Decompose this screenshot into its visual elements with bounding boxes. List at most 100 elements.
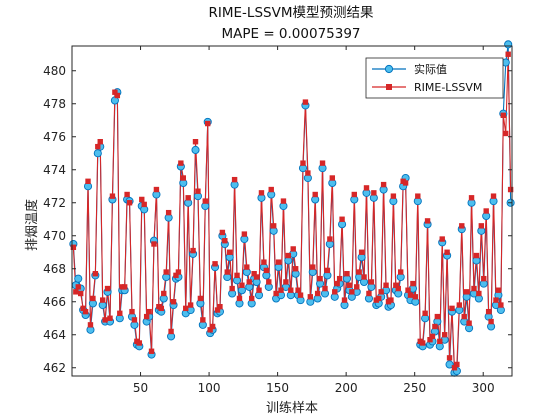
predicted-point <box>493 297 499 303</box>
predicted-point <box>109 193 116 199</box>
predicted-point <box>451 365 458 371</box>
predicted-point <box>498 302 504 308</box>
x-tick-label: 100 <box>198 381 221 395</box>
predicted-point <box>302 99 309 105</box>
predicted-point <box>173 272 179 279</box>
predicted-point <box>99 297 106 303</box>
x-tick-label: 150 <box>266 381 289 395</box>
predicted-point <box>209 323 216 330</box>
predicted-point <box>192 139 199 145</box>
predicted-point <box>200 317 206 323</box>
predicted-point <box>195 188 201 194</box>
predicted-point <box>295 287 301 293</box>
legend: 实际值 RIME-LSSVM <box>365 57 504 99</box>
x-axis-label: 训练样本 <box>266 401 318 416</box>
predicted-point <box>217 304 223 310</box>
predicted-point <box>248 295 255 302</box>
predicted-point <box>95 143 101 150</box>
predicted-point <box>87 322 94 328</box>
y-tick-label: 470 <box>43 229 66 243</box>
predicted-point <box>388 297 394 303</box>
predicted-point <box>80 305 86 312</box>
predicted-point <box>244 264 250 270</box>
predicted-point <box>231 176 238 183</box>
predicted-point <box>234 272 240 279</box>
predicted-point <box>300 160 306 166</box>
predicted-point <box>314 290 321 297</box>
predicted-point <box>322 285 328 292</box>
predicted-point <box>239 282 245 288</box>
predicted-point <box>461 313 467 320</box>
actual-point <box>504 40 513 49</box>
predicted-point <box>456 302 463 308</box>
predicted-point <box>256 287 262 293</box>
predicted-point <box>454 361 460 368</box>
predicted-point <box>212 261 218 267</box>
predicted-point <box>473 252 480 259</box>
predicted-point <box>490 193 497 199</box>
predicted-point <box>441 332 448 338</box>
predicted-point <box>407 292 414 298</box>
predicted-point <box>419 340 426 346</box>
predicted-point <box>336 275 343 282</box>
predicted-point <box>92 271 99 277</box>
predicted-point <box>146 308 152 315</box>
predicted-point <box>183 305 189 312</box>
predicted-point <box>390 193 397 199</box>
predicted-point <box>180 175 186 181</box>
y-tick-label: 472 <box>43 196 66 210</box>
predicted-point <box>317 275 323 282</box>
predicted-point <box>139 196 145 203</box>
predicted-point <box>161 290 167 297</box>
predicted-point <box>481 275 487 282</box>
predicted-point <box>151 241 157 247</box>
predicted-point <box>178 160 184 166</box>
predicted-point <box>126 200 133 206</box>
predicted-point <box>168 328 174 335</box>
predicted-point <box>170 299 177 305</box>
predicted-point <box>371 190 377 196</box>
predicted-point <box>415 193 421 199</box>
predicted-point <box>290 246 296 252</box>
predicted-point <box>351 191 357 198</box>
predicted-point <box>207 327 213 333</box>
predicted-point <box>327 236 333 242</box>
predicted-point <box>219 229 226 236</box>
predicted-point <box>246 279 252 285</box>
plot-series <box>69 40 515 377</box>
predicted-point <box>422 310 428 316</box>
predicted-point <box>273 290 279 297</box>
predicted-point <box>478 223 485 229</box>
predicted-point <box>165 209 172 216</box>
predicted-point <box>82 308 89 315</box>
predicted-point <box>153 186 160 193</box>
predicted-point <box>434 313 441 320</box>
predicted-point <box>356 269 362 275</box>
predicted-point <box>324 267 331 274</box>
y-tick-label: 464 <box>43 328 66 342</box>
predicted-point <box>310 264 316 270</box>
predicted-point <box>507 186 514 193</box>
predicted-point <box>73 289 79 295</box>
predicted-point <box>229 285 235 292</box>
predicted-point <box>288 287 294 293</box>
actual-point <box>445 360 454 369</box>
y-tick-label: 474 <box>43 163 66 177</box>
predicted-point <box>148 348 155 354</box>
predicted-point <box>495 287 502 293</box>
predicted-point <box>383 282 389 288</box>
x-tick-label: 50 <box>133 381 148 395</box>
predicted-point <box>429 333 436 340</box>
predicted-point <box>334 280 340 287</box>
predicted-point <box>258 190 265 196</box>
predicted-point <box>143 313 150 320</box>
y-tick-label: 480 <box>43 64 66 78</box>
legend-marker-actual <box>384 64 394 74</box>
predicted-point <box>398 269 404 275</box>
predicted-point <box>202 198 208 204</box>
predicted-point <box>329 175 336 181</box>
predicted-point <box>463 289 470 295</box>
chart-subtitle: MAPE = 0.00075397 <box>221 26 360 42</box>
predicted-point <box>471 285 477 292</box>
predicted-point <box>241 231 248 237</box>
